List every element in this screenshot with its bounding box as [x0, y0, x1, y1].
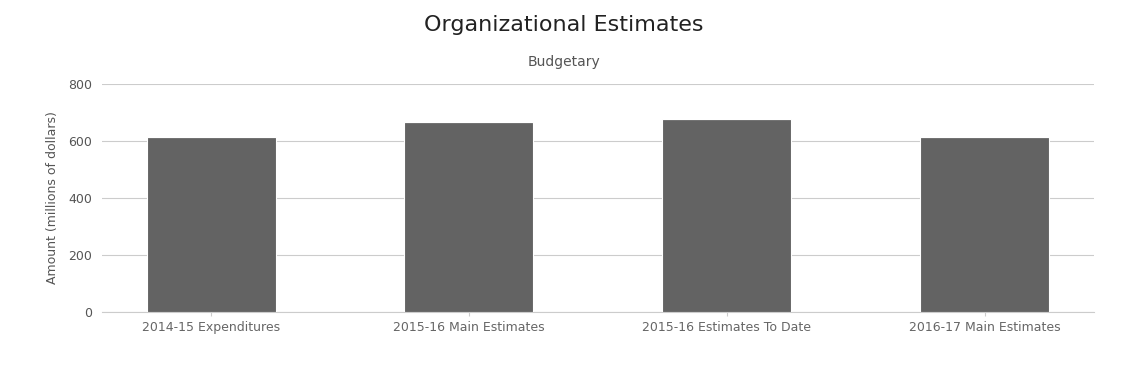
Bar: [405, 122, 534, 312]
Bar: [920, 137, 1049, 312]
Text: Budgetary: Budgetary: [528, 55, 600, 69]
Text: Organizational Estimates: Organizational Estimates: [424, 15, 704, 35]
Y-axis label: Amount (millions of dollars): Amount (millions of dollars): [46, 111, 60, 284]
Bar: [662, 119, 791, 312]
Bar: [147, 136, 275, 312]
